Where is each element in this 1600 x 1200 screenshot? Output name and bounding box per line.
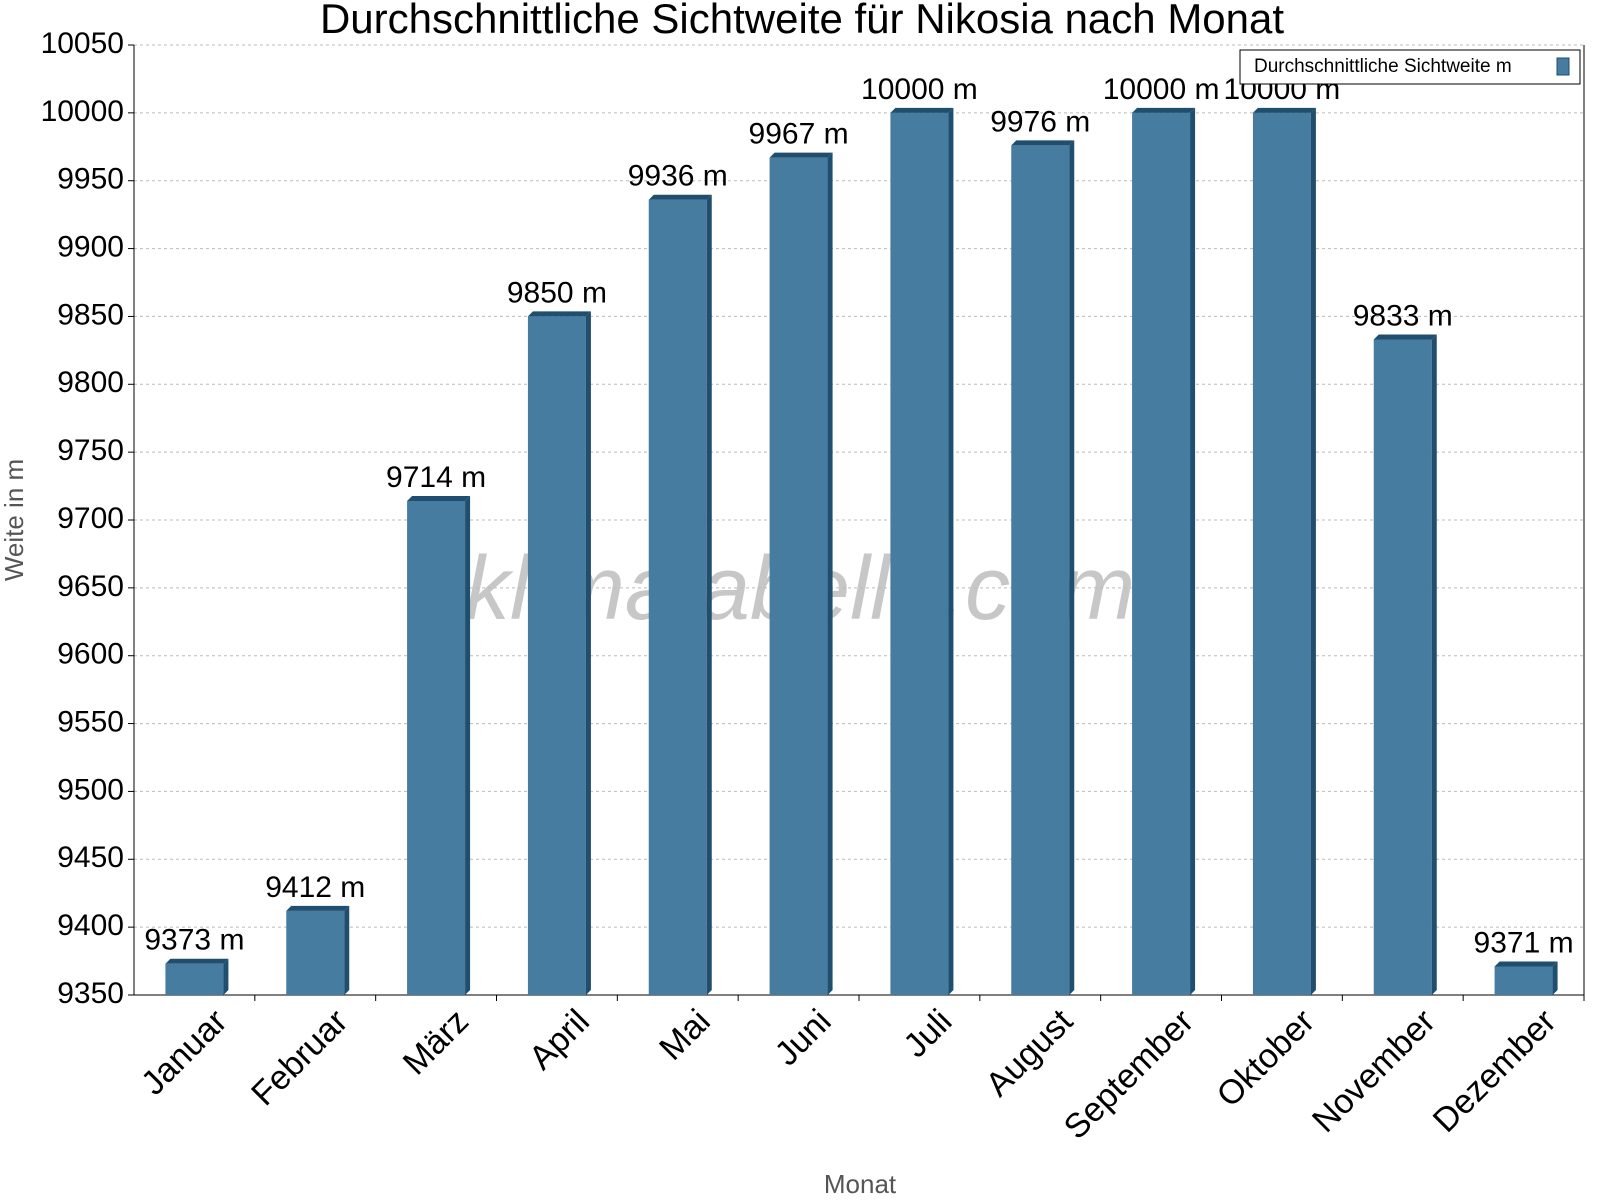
bar-side	[585, 311, 591, 995]
value-label: 9850 m	[507, 276, 607, 309]
bar-top	[648, 194, 712, 200]
bar-top	[890, 107, 954, 113]
bar	[1252, 112, 1311, 996]
bar-side	[1552, 961, 1558, 995]
bar-side	[223, 958, 229, 995]
value-label: 9833 m	[1353, 299, 1453, 332]
chart-title: Durchschnittliche Sichtweite für Nikosia…	[320, 0, 1284, 42]
y-tick-label: 9600	[57, 638, 124, 671]
value-label: 9936 m	[628, 160, 728, 193]
bar-side	[948, 107, 954, 996]
y-tick-label: 9950	[57, 163, 124, 196]
bar	[286, 910, 345, 995]
bar	[648, 199, 707, 995]
bar-side	[465, 496, 471, 995]
y-tick-label: 9650	[57, 570, 124, 603]
bar	[769, 157, 828, 996]
value-label: 9371 m	[1474, 926, 1574, 959]
y-tick-label: 9800	[57, 366, 124, 399]
legend-label: Durchschnittliche Sichtweite m	[1254, 56, 1512, 77]
y-tick-label: 10050	[41, 27, 124, 60]
bar	[1132, 112, 1191, 996]
value-label: 9373 m	[144, 924, 244, 957]
legend-swatch	[1556, 57, 1570, 76]
y-tick-label: 9850	[57, 298, 124, 331]
bar-top	[1011, 140, 1075, 146]
y-tick-label: 9350	[57, 977, 124, 1010]
bar-top	[286, 905, 350, 911]
bar	[890, 112, 949, 996]
bar-top	[407, 496, 471, 501]
y-tick-label: 9550	[57, 705, 124, 738]
bar-side	[1069, 140, 1075, 995]
y-tick-label: 10000	[41, 95, 124, 128]
bar-top	[165, 958, 229, 964]
bar-top	[1373, 334, 1437, 340]
value-label: 9714 m	[386, 461, 486, 494]
bar	[527, 316, 586, 995]
bar	[1011, 145, 1070, 995]
bar-top	[1252, 107, 1316, 113]
bar	[165, 963, 224, 995]
y-tick-label: 9700	[57, 502, 124, 535]
bar-top	[527, 311, 591, 317]
x-axis-title: Monat	[824, 1169, 897, 1199]
value-label: 10000 m	[861, 73, 978, 106]
y-tick-label: 9900	[57, 230, 124, 263]
value-label: 9412 m	[265, 871, 365, 904]
value-label: 9976 m	[990, 105, 1090, 138]
legend-box	[1239, 49, 1581, 85]
y-tick-label: 9500	[57, 773, 124, 806]
y-tick-label: 9450	[57, 841, 124, 874]
bar-top	[1132, 107, 1196, 113]
y-tick-label: 9400	[57, 909, 124, 942]
legend: Durchschnittliche Sichtweite m	[1239, 49, 1581, 85]
bar-side	[1310, 107, 1316, 996]
value-label: 9967 m	[749, 118, 849, 151]
value-label: 10000 m	[1103, 73, 1220, 106]
bar-top	[1494, 961, 1558, 967]
y-axis-title: Weite in m	[0, 459, 29, 581]
bar	[1494, 966, 1553, 995]
bar-side	[827, 152, 833, 996]
bar	[407, 501, 466, 995]
bar-top	[769, 152, 833, 158]
y-tick-label: 9750	[57, 434, 124, 467]
bar	[1373, 339, 1432, 995]
bar-side	[1431, 334, 1437, 995]
bar-side	[344, 905, 350, 995]
bar-side	[1190, 107, 1196, 996]
bar-side	[706, 194, 712, 995]
